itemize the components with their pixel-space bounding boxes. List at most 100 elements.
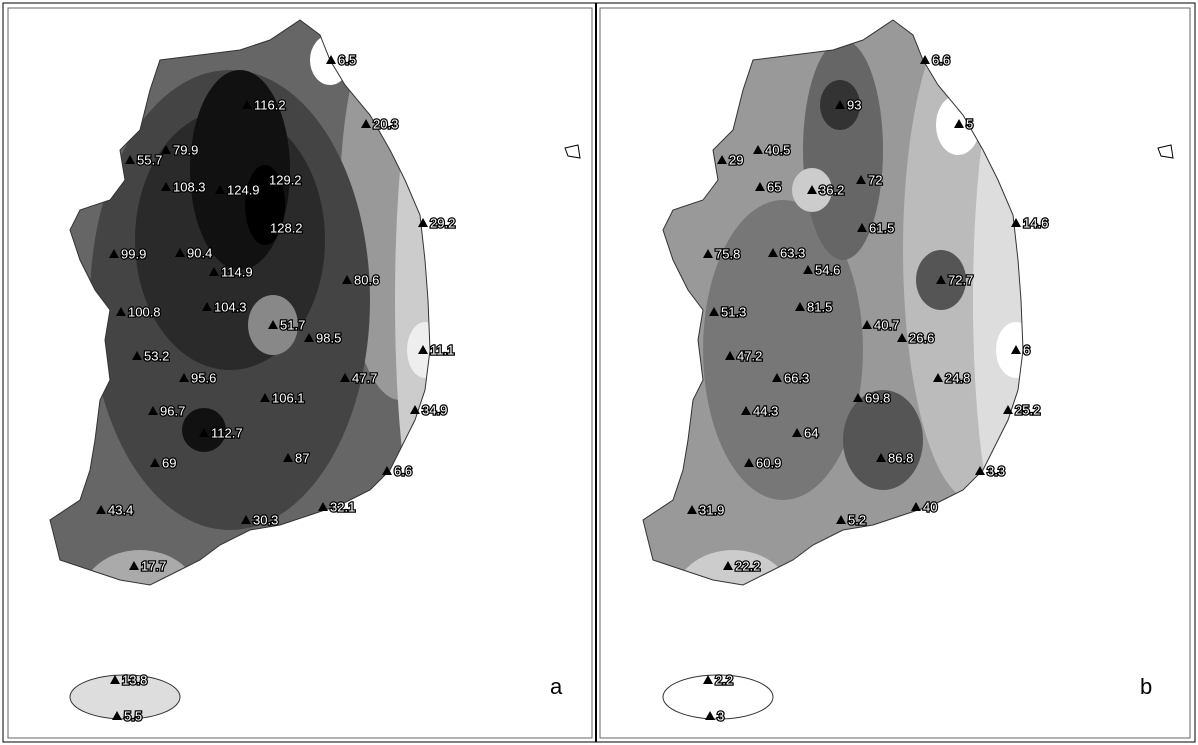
panel-frame — [599, 7, 1191, 739]
station-marker — [876, 453, 886, 462]
station-marker — [705, 711, 715, 720]
station-marker — [795, 302, 805, 311]
station-value: 129.2 — [269, 172, 302, 187]
station-value: 55.7 — [137, 152, 162, 167]
station-marker — [1011, 218, 1021, 227]
station-marker — [112, 711, 122, 720]
station-marker — [96, 505, 106, 514]
station-value: 26.6 — [909, 330, 934, 345]
station-value: 81.5 — [807, 299, 832, 314]
station-value: 44.3 — [753, 403, 778, 418]
station-value: 86.8 — [888, 450, 913, 465]
station-marker — [382, 466, 392, 475]
station-marker — [110, 675, 120, 684]
station-marker — [215, 185, 225, 194]
station-value: 29 — [729, 152, 743, 167]
station-marker — [755, 182, 765, 191]
station-marker — [741, 406, 751, 415]
station-value: 63.3 — [780, 245, 805, 260]
station-marker — [260, 393, 270, 402]
station-value: 114.9 — [221, 264, 253, 279]
station-value: 36.2 — [819, 182, 844, 197]
station-value: 80.6 — [354, 272, 379, 287]
station-marker — [911, 502, 921, 511]
station-marker — [836, 515, 846, 524]
station-marker — [1003, 405, 1013, 414]
station-value: 64 — [804, 425, 818, 440]
station-marker — [326, 55, 336, 64]
station-marker — [744, 458, 754, 467]
station-value: 69 — [162, 455, 176, 470]
station-value: 98.5 — [316, 330, 341, 345]
station-value: 3.3 — [987, 463, 1005, 478]
station-value: 20.3 — [373, 116, 398, 131]
panel-frame — [7, 7, 593, 739]
station-value: 53.2 — [144, 348, 169, 363]
station-marker — [856, 175, 866, 184]
station-value: 6.5 — [338, 52, 356, 67]
station-marker — [179, 373, 189, 382]
station-marker — [936, 275, 946, 284]
station-value: 14.6 — [1023, 215, 1048, 230]
station-value: 51.3 — [721, 304, 746, 319]
station-marker — [975, 466, 985, 475]
station-value: 54.6 — [815, 262, 840, 277]
station-value: 34.9 — [422, 402, 447, 417]
station-value: 99.9 — [121, 246, 146, 261]
station-value: 108.3 — [173, 179, 206, 194]
station-marker — [862, 320, 872, 329]
station-marker — [318, 502, 328, 511]
station-marker — [242, 100, 252, 109]
station-marker — [361, 119, 371, 128]
station-value: 17.7 — [141, 558, 166, 573]
station-value: 87 — [295, 450, 309, 465]
station-value: 11.1 — [430, 342, 454, 357]
station-marker — [257, 175, 267, 184]
station-value: 47.7 — [352, 370, 377, 385]
station-value: 22.2 — [735, 558, 760, 573]
station-marker — [807, 185, 817, 194]
island — [1157, 144, 1174, 159]
station-marker — [857, 223, 867, 232]
station-value: 2.2 — [715, 672, 733, 687]
station-value: 93 — [847, 97, 861, 112]
station-value: 104.3 — [214, 299, 247, 314]
station-marker — [687, 505, 697, 514]
contour-map-b — [643, 20, 1023, 719]
station-value: 124.9 — [227, 182, 260, 197]
panel-label: a — [550, 674, 563, 699]
station-marker — [161, 182, 171, 191]
station-value: 13.8 — [122, 672, 147, 687]
island — [564, 144, 581, 159]
station-value: 60.9 — [756, 455, 781, 470]
station-value: 6 — [1023, 342, 1030, 357]
panel-label: b — [1140, 674, 1152, 699]
station-marker — [340, 373, 350, 382]
station-value: 40.5 — [765, 142, 790, 157]
station-value: 75.8 — [715, 246, 740, 261]
station-marker — [268, 320, 278, 329]
station-value: 72.7 — [948, 272, 973, 287]
station-marker — [125, 155, 135, 164]
station-value: 29.2 — [430, 215, 455, 230]
station-value: 25.2 — [1015, 402, 1040, 417]
station-marker — [933, 373, 943, 382]
station-marker — [116, 307, 126, 316]
station-marker — [129, 561, 139, 570]
station-marker — [418, 345, 428, 354]
station-marker — [175, 248, 185, 257]
station-value: 79.9 — [173, 142, 198, 157]
station-value: 31.9 — [699, 502, 724, 517]
station-value: 5.5 — [124, 708, 142, 723]
station-value: 96.7 — [160, 403, 185, 418]
station-value: 95.6 — [191, 370, 216, 385]
station-value: 5.2 — [848, 512, 866, 527]
station-marker — [772, 373, 782, 382]
station-marker — [803, 265, 813, 274]
station-marker — [161, 145, 171, 154]
station-marker — [1011, 345, 1021, 354]
station-marker — [342, 275, 352, 284]
station-marker — [241, 515, 251, 524]
